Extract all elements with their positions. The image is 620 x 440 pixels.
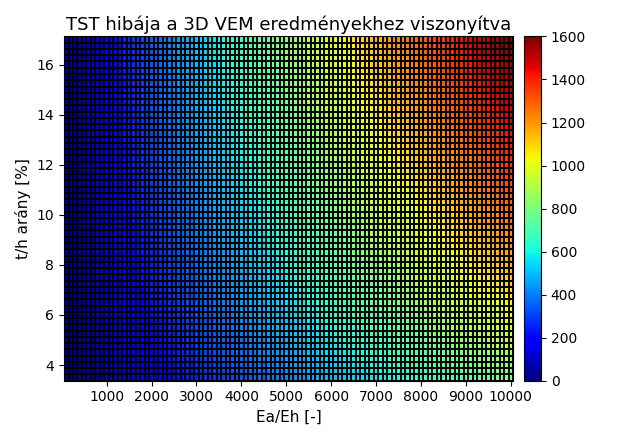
Title: TST hibája a 3D VEM eredményekhez viszonyítva: TST hibája a 3D VEM eredményekhez viszon… (66, 15, 511, 33)
Y-axis label: t/h arány [%]: t/h arány [%] (15, 158, 31, 259)
X-axis label: Ea/Eh [-]: Ea/Eh [-] (255, 410, 321, 425)
